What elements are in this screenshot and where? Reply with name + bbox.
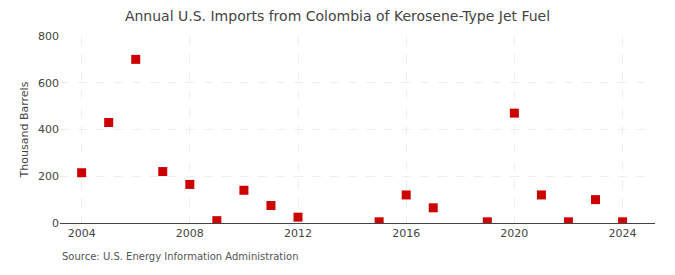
svg-text:2024: 2024 — [609, 227, 637, 240]
svg-text:800: 800 — [38, 30, 59, 43]
svg-text:2008: 2008 — [176, 227, 204, 240]
svg-text:2012: 2012 — [284, 227, 312, 240]
svg-text:2020: 2020 — [500, 227, 528, 240]
svg-text:0: 0 — [52, 217, 59, 230]
svg-text:Source: U.S. Energy Informatio: Source: U.S. Energy Information Administ… — [62, 251, 299, 262]
svg-text:200: 200 — [38, 170, 59, 183]
svg-text:2004: 2004 — [68, 227, 96, 240]
svg-text:400: 400 — [38, 123, 59, 136]
svg-text:600: 600 — [38, 77, 59, 90]
svg-text:Thousand Barrels: Thousand Barrels — [18, 81, 31, 178]
svg-text:2016: 2016 — [392, 227, 420, 240]
svg-text:Annual U.S. Imports from Colom: Annual U.S. Imports from Colombia of Ker… — [125, 8, 550, 24]
